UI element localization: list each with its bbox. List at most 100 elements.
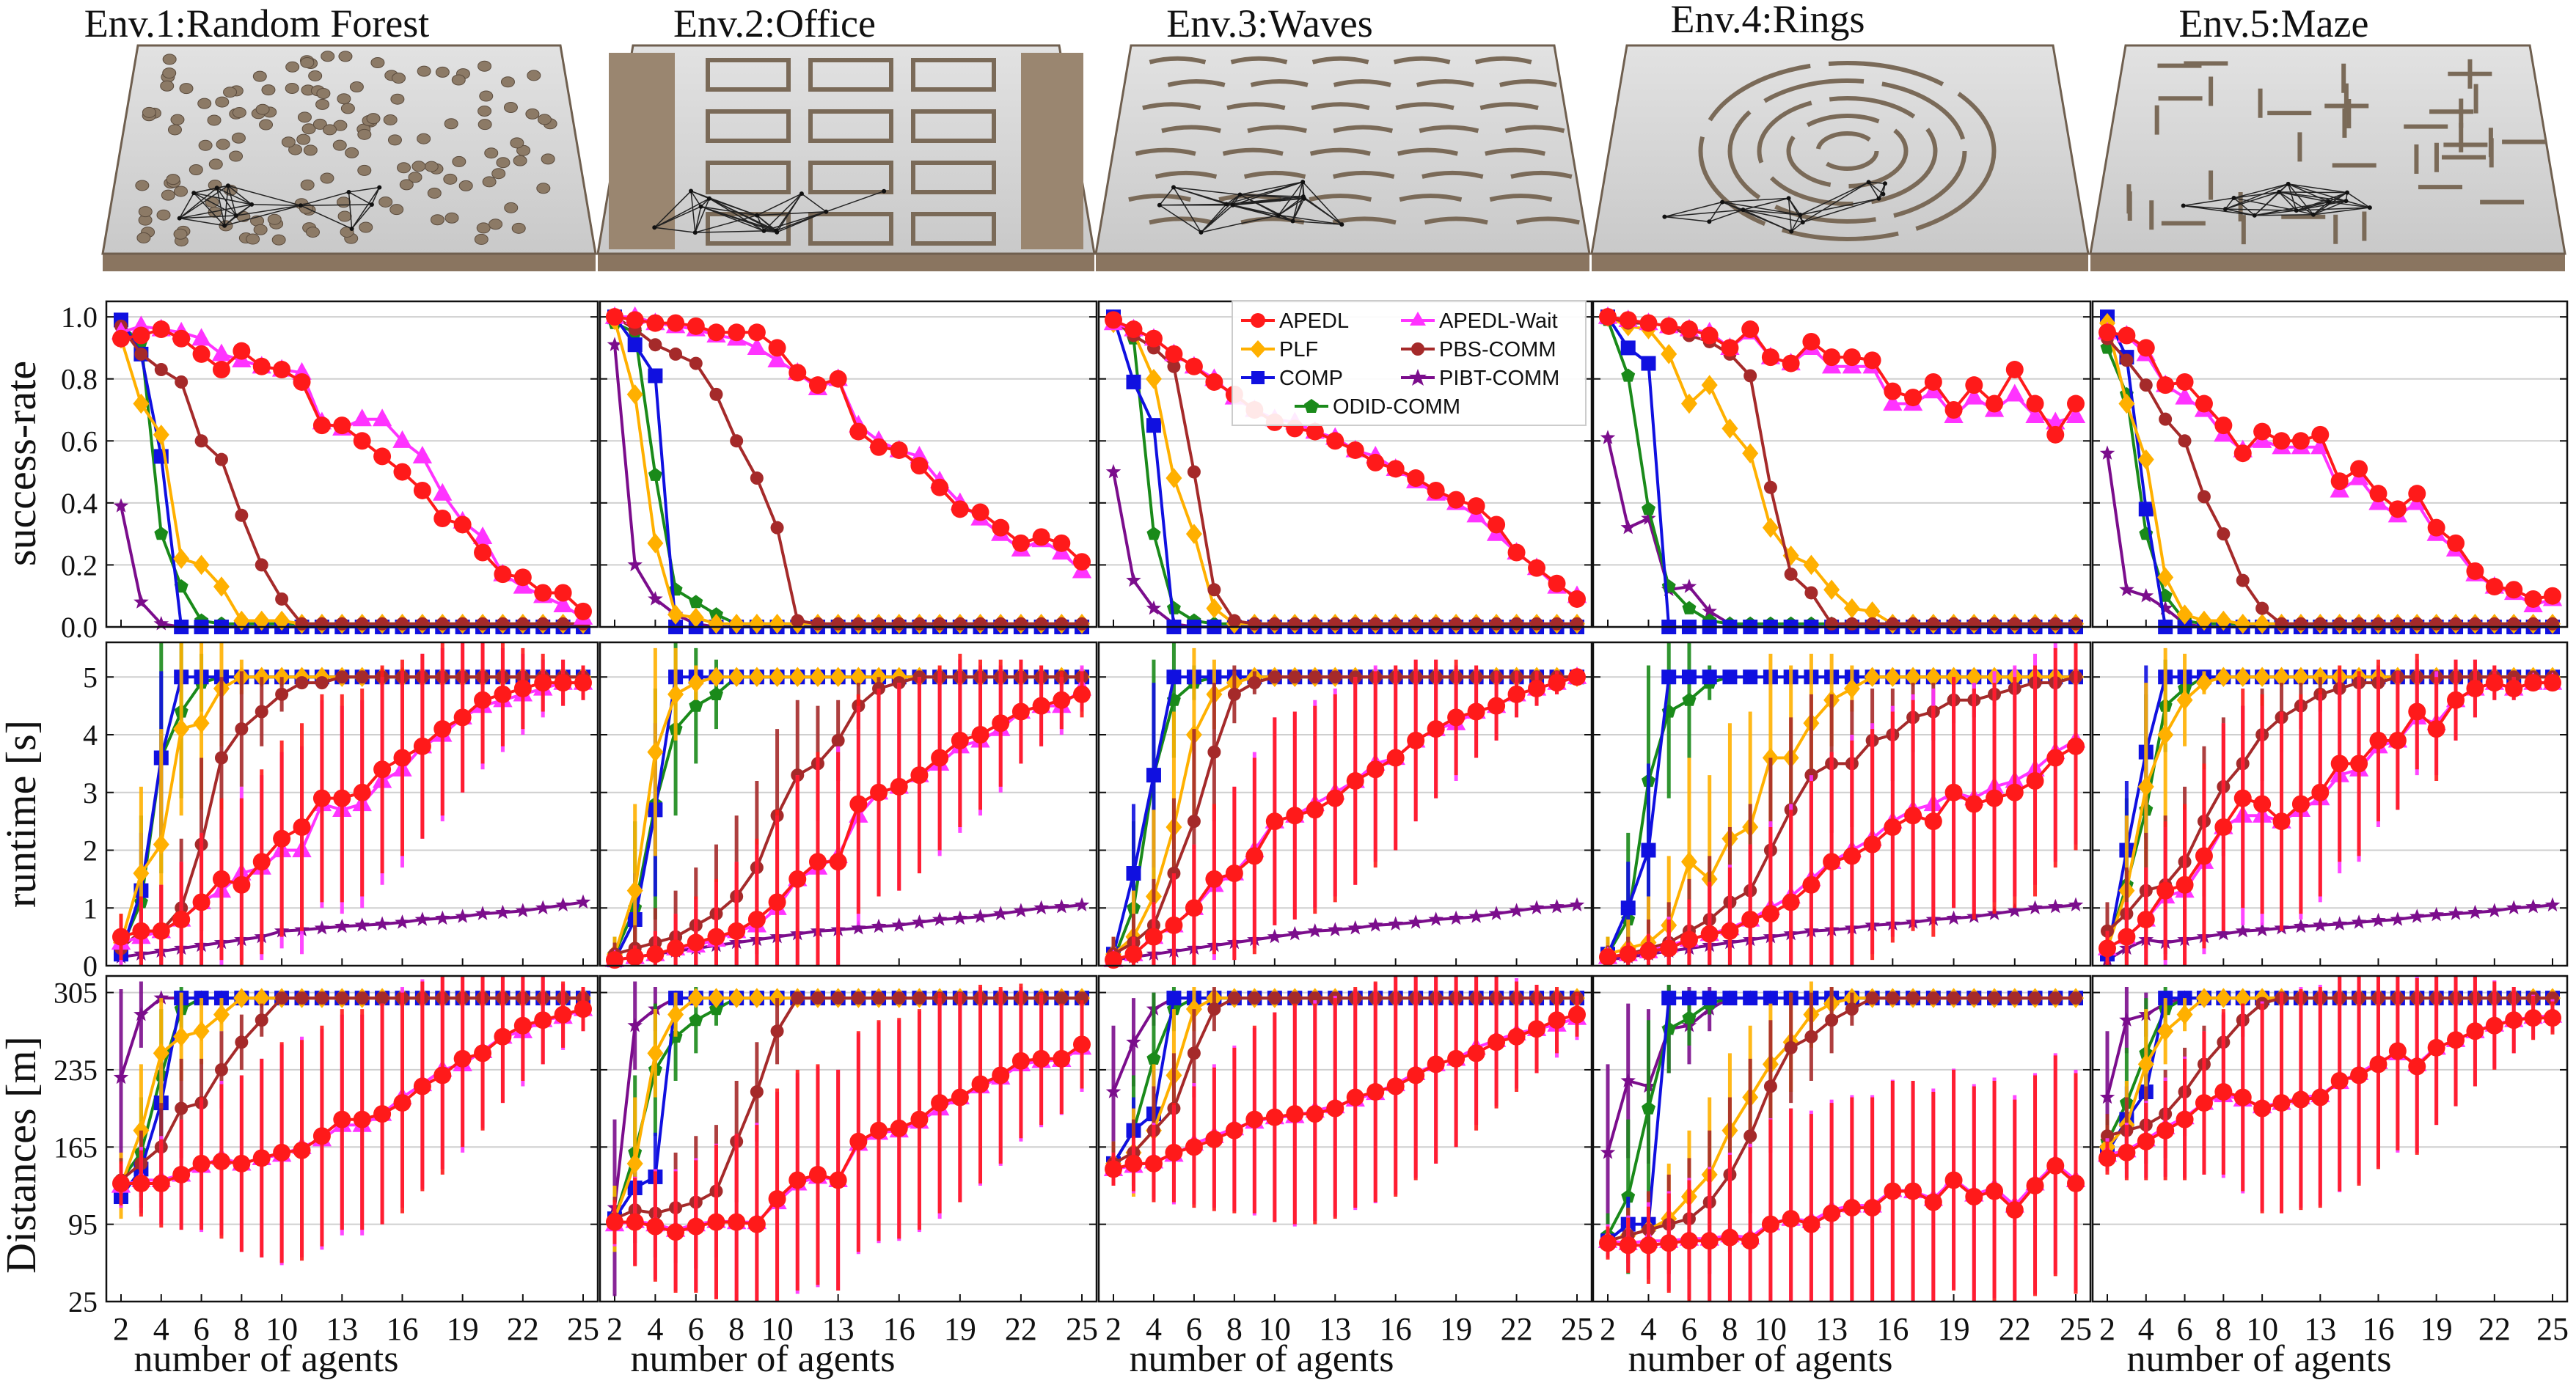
point-env2-distance-pibt-comm-3 — [627, 1017, 643, 1032]
point-env4-runtime-pibt-comm-24 — [2048, 898, 2063, 914]
series-line-env5-distance-pbs-comm — [2107, 997, 2553, 1138]
point-env4-success-rate-plf-12 — [1803, 554, 1820, 576]
series-env4-success-rate-apedl — [1599, 308, 2085, 444]
point-env4-distance-apedl-18 — [1924, 1193, 1942, 1211]
point-env3-distance-apedl-9 — [1245, 1110, 1264, 1128]
point-env3-success-rate-pbs-comm-23 — [1530, 617, 1544, 631]
point-env5-runtime-pibt-comm-22 — [2487, 903, 2503, 917]
series-env4-distance-apedl — [1599, 1055, 2085, 1302]
point-env1-success-rate-pibt-comm-4 — [153, 616, 169, 631]
obstacle — [167, 124, 182, 136]
point-env2-success-rate-odid-comm-4 — [648, 467, 662, 481]
comm-link — [1292, 181, 1303, 221]
xtick-label-env4-8: 22 — [1999, 1311, 2031, 1347]
point-env5-success-rate-apedl-12 — [2291, 432, 2310, 450]
point-env5-success-rate-apedl-7 — [2195, 394, 2213, 413]
wave-wall — [1515, 216, 1580, 225]
point-env2-runtime-pibt-comm-23 — [1033, 900, 1049, 914]
point-env1-distance-apedl-9 — [252, 1149, 271, 1167]
point-env1-distance-plf-4 — [153, 1043, 169, 1064]
point-env2-runtime-pibt-comm-20 — [973, 909, 988, 923]
point-env1-success-rate-pbs-comm-5 — [175, 375, 189, 389]
xtick-label-env5-3: 8 — [2215, 1311, 2231, 1347]
comm-link — [690, 191, 702, 208]
point-env4-success-rate-apedl-wait-25 — [2065, 405, 2086, 424]
point-env4-runtime-plf-16 — [1884, 667, 1901, 687]
comm-link — [2346, 192, 2371, 208]
point-env3-success-rate-apedl-23 — [1528, 559, 1546, 577]
point-env2-success-rate-plf-4 — [647, 533, 664, 554]
point-env4-distance-odid-comm-5 — [1661, 1021, 1676, 1035]
obstacle — [390, 93, 405, 105]
env-thumb-3 — [1094, 44, 1591, 271]
point-env2-success-rate-pbs-comm-18 — [933, 617, 947, 631]
point-env5-distance-pibt-comm-3 — [2119, 1012, 2134, 1027]
point-env4-distance-pbs-comm-22 — [2008, 991, 2021, 1005]
point-env5-runtime-pibt-comm-10 — [2254, 922, 2270, 936]
point-env2-success-rate-apedl-21 — [992, 518, 1010, 537]
point-env1-success-rate-apedl-12 — [312, 416, 331, 435]
point-env5-runtime-plf-5 — [2157, 724, 2174, 745]
point-env4-success-rate-apedl-25 — [2067, 394, 2085, 413]
point-env5-runtime-plf-10 — [2254, 667, 2271, 687]
point-env2-distance-apedl-13 — [829, 1171, 847, 1189]
point-env4-success-rate-apedl-5 — [1660, 317, 1678, 335]
obstacle — [496, 157, 511, 169]
agent-node — [692, 230, 698, 235]
point-env5-runtime-apedl-6 — [2176, 876, 2194, 894]
ytick-label-distance-1: 95 — [68, 1208, 98, 1241]
point-env3-runtime-apedl-8 — [1225, 865, 1243, 882]
series-env4-runtime-apedl — [1599, 642, 2085, 966]
office-wall-block — [609, 53, 675, 249]
panel-frame-env1-success-rate — [105, 300, 599, 628]
point-env5-runtime-apedl-4 — [2137, 911, 2155, 928]
ring-wall — [1698, 61, 1997, 241]
comm-link — [1226, 203, 1293, 222]
xtick-label-env1-5: 13 — [326, 1311, 358, 1347]
series-env3-distance-apedl — [1105, 976, 1586, 1225]
point-env3-distance-pbs-comm-7 — [1207, 1002, 1221, 1016]
obstacle — [336, 197, 351, 208]
point-env5-runtime-apedl-2 — [2099, 939, 2116, 958]
comm-link — [235, 204, 252, 216]
point-env3-distance-apedl-18 — [1427, 1055, 1445, 1073]
series-env4-runtime-plf — [1600, 653, 2084, 966]
point-env1-distance-apedl-18 — [433, 1066, 452, 1084]
point-env4-distance-apedl-17 — [1904, 1182, 1922, 1200]
point-env1-runtime-apedl-10 — [273, 829, 291, 848]
comm-link — [348, 191, 373, 205]
obstacle — [397, 162, 411, 174]
panel-frame-env4-success-rate — [1592, 300, 2092, 628]
comm-link — [2313, 201, 2330, 216]
point-env2-distance-apedl-4 — [646, 1217, 665, 1236]
series-env2-distance-comp — [607, 991, 1089, 1230]
ring-wall — [1757, 96, 1938, 206]
series-line-env2-success-rate-odid-comm — [614, 321, 1082, 625]
point-env4-success-rate-pbs-comm-17 — [1906, 617, 1920, 631]
point-env2-runtime-apedl-13 — [829, 853, 847, 871]
obstacle — [444, 118, 458, 130]
point-env3-distance-apedl-5 — [1165, 1143, 1183, 1161]
series-env1-success-rate-apedl — [112, 320, 592, 620]
series-env2-distance-pibt-comm — [607, 981, 1090, 1296]
obstacle — [359, 221, 373, 233]
obstacle — [189, 164, 203, 175]
point-env1-runtime-pbs-comm-13 — [335, 670, 349, 684]
point-env3-distance-pbs-comm-8 — [1227, 991, 1241, 1005]
series-env4-success-rate-pibt-comm — [1600, 430, 2084, 634]
point-env1-success-rate-apedl-2 — [112, 329, 130, 348]
series-line-env3-distance-apedl — [1113, 1013, 1578, 1171]
xtick-label-env2-0: 2 — [607, 1311, 623, 1347]
comm-link — [179, 185, 229, 219]
series-env5-success-rate-apedl — [2099, 323, 2561, 608]
point-env4-runtime-apedl-24 — [2046, 749, 2065, 767]
comm-link — [1743, 209, 1801, 216]
series-line-env2-success-rate-apedl — [614, 315, 1083, 563]
point-env2-runtime-plf-13 — [830, 667, 846, 687]
point-env4-success-rate-pibt-comm-3 — [1620, 519, 1636, 535]
point-env3-runtime-pibt-comm-12 — [1307, 923, 1323, 938]
point-env3-distance-odid-comm-4 — [1146, 1051, 1161, 1065]
point-env4-runtime-apedl-21 — [1986, 789, 2004, 807]
panel-frame-env4-distance — [1592, 975, 2092, 1303]
xtick-label-env2-6: 16 — [883, 1311, 915, 1347]
